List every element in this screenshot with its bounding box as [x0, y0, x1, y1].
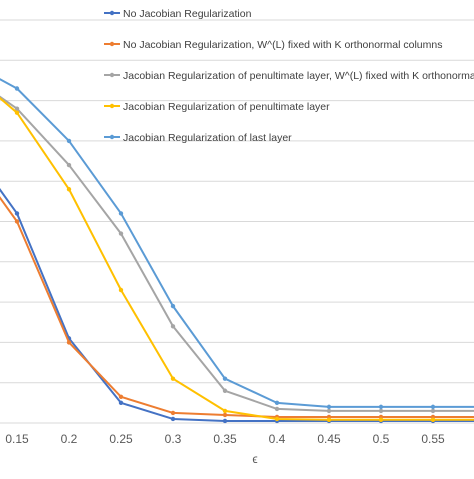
series-4 — [0, 96, 474, 422]
legend-item: No Jacobian Regularization, W^(L) fixed … — [104, 39, 442, 51]
data-point — [14, 110, 20, 115]
legend-label: Jacobian Regularization of penultimate l… — [123, 101, 330, 113]
data-point — [118, 211, 124, 216]
data-point — [14, 219, 20, 224]
data-point — [118, 231, 124, 236]
legend-item: Jacobian Regularization of penultimate l… — [104, 70, 474, 82]
data-point — [66, 138, 72, 144]
data-point — [274, 406, 280, 412]
legend-marker — [109, 103, 115, 109]
data-point — [14, 86, 20, 91]
data-point — [222, 388, 228, 393]
x-tick-label: 0.25 — [109, 432, 133, 446]
legend-marker — [109, 10, 115, 16]
data-point — [118, 394, 124, 400]
legend-item: Jacobian Regularization of last layer — [104, 132, 292, 144]
legend-item: No Jacobian Regularization — [104, 8, 252, 20]
x-tick-label: 0.35 — [213, 432, 237, 446]
data-point — [14, 106, 20, 111]
series-group — [0, 78, 474, 424]
data-point — [274, 416, 280, 422]
data-point — [170, 410, 176, 416]
data-point — [118, 287, 124, 293]
data-point — [274, 400, 280, 406]
data-point — [118, 400, 124, 406]
data-point — [378, 408, 384, 414]
data-point — [170, 416, 176, 422]
series-line — [0, 96, 474, 421]
x-tick-label: 0.2 — [61, 432, 78, 446]
data-point — [66, 187, 72, 192]
x-tick-label: 0.15 — [5, 432, 29, 446]
x-axis-label: ϵ — [252, 452, 257, 466]
legend-marker — [109, 41, 115, 47]
data-point — [430, 417, 436, 422]
series-5 — [0, 78, 474, 410]
x-tick-label: 0.55 — [421, 432, 445, 446]
data-point — [326, 408, 332, 414]
legend-item: Jacobian Regularization of penultimate l… — [104, 101, 330, 113]
series-line — [0, 188, 474, 422]
data-point — [430, 404, 436, 410]
gridlines — [0, 19, 474, 424]
legend-label: No Jacobian Regularization — [123, 8, 252, 20]
x-tick-label: 0.5 — [373, 432, 390, 446]
series-line — [0, 95, 474, 412]
data-point — [170, 376, 176, 381]
data-point — [222, 408, 228, 414]
data-point — [14, 211, 20, 216]
x-tick-label: 0.3 — [165, 432, 182, 446]
legend-marker — [109, 72, 115, 78]
data-point — [66, 162, 72, 168]
x-axis-ticks: 0.15 0.2 0.25 0.3 0.35 0.4 0.45 0.5 0.55 — [5, 432, 445, 446]
data-point — [378, 417, 384, 422]
legend-label: Jacobian Regularization of penultimate l… — [123, 70, 474, 82]
legend-label: Jacobian Regularization of last layer — [123, 132, 292, 144]
data-point — [326, 417, 332, 422]
data-point — [430, 408, 436, 414]
data-point — [222, 376, 228, 381]
series-2 — [0, 196, 474, 420]
legend-label: No Jacobian Regularization, W^(L) fixed … — [123, 39, 442, 51]
x-tick-label: 0.4 — [269, 432, 286, 446]
data-point — [66, 340, 72, 345]
x-tick-label: 0.45 — [317, 432, 341, 446]
data-point — [170, 324, 176, 329]
data-point — [222, 418, 228, 424]
series-3 — [0, 95, 474, 414]
legend-marker — [109, 134, 115, 140]
data-point — [170, 303, 176, 309]
legend: No Jacobian Regularization No Jacobian Re… — [104, 8, 474, 144]
data-point — [326, 404, 332, 410]
data-point — [378, 404, 384, 410]
data-point — [222, 412, 228, 418]
